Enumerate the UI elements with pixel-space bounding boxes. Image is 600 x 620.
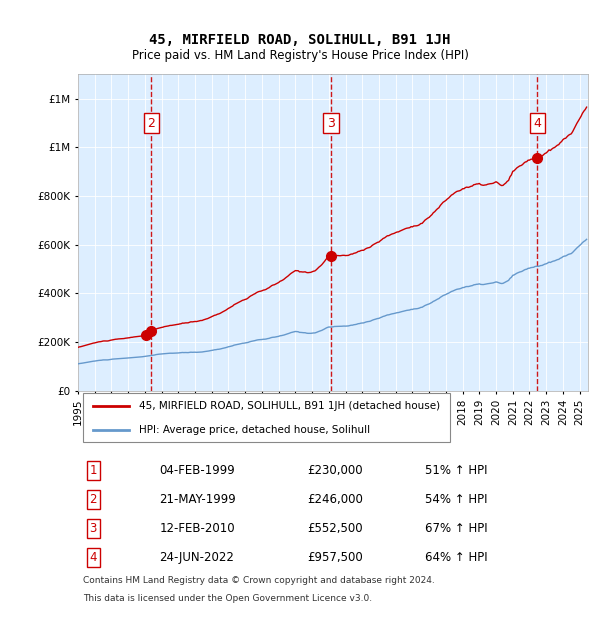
Text: This data is licensed under the Open Government Licence v3.0.: This data is licensed under the Open Gov… bbox=[83, 594, 372, 603]
Text: 3: 3 bbox=[327, 117, 335, 130]
Text: 3: 3 bbox=[89, 522, 97, 535]
Text: 64% ↑ HPI: 64% ↑ HPI bbox=[425, 551, 487, 564]
Text: Price paid vs. HM Land Registry's House Price Index (HPI): Price paid vs. HM Land Registry's House … bbox=[131, 50, 469, 62]
Text: 04-FEB-1999: 04-FEB-1999 bbox=[160, 464, 235, 477]
Text: HPI: Average price, detached house, Solihull: HPI: Average price, detached house, Soli… bbox=[139, 425, 370, 435]
Text: 1: 1 bbox=[89, 464, 97, 477]
Text: 2: 2 bbox=[89, 493, 97, 506]
Text: 4: 4 bbox=[533, 117, 541, 130]
FancyBboxPatch shape bbox=[83, 394, 450, 442]
Text: 45, MIRFIELD ROAD, SOLIHULL, B91 1JH: 45, MIRFIELD ROAD, SOLIHULL, B91 1JH bbox=[149, 33, 451, 47]
Text: 24-JUN-2022: 24-JUN-2022 bbox=[160, 551, 235, 564]
Text: 21-MAY-1999: 21-MAY-1999 bbox=[160, 493, 236, 506]
Text: £552,500: £552,500 bbox=[308, 522, 363, 535]
Text: 51% ↑ HPI: 51% ↑ HPI bbox=[425, 464, 487, 477]
Text: 45, MIRFIELD ROAD, SOLIHULL, B91 1JH (detached house): 45, MIRFIELD ROAD, SOLIHULL, B91 1JH (de… bbox=[139, 401, 440, 411]
Text: £230,000: £230,000 bbox=[308, 464, 363, 477]
Text: 4: 4 bbox=[89, 551, 97, 564]
Text: 12-FEB-2010: 12-FEB-2010 bbox=[160, 522, 235, 535]
Text: Contains HM Land Registry data © Crown copyright and database right 2024.: Contains HM Land Registry data © Crown c… bbox=[83, 576, 435, 585]
Text: 54% ↑ HPI: 54% ↑ HPI bbox=[425, 493, 487, 506]
Text: 2: 2 bbox=[148, 117, 155, 130]
Text: 67% ↑ HPI: 67% ↑ HPI bbox=[425, 522, 487, 535]
Text: £957,500: £957,500 bbox=[308, 551, 363, 564]
Text: £246,000: £246,000 bbox=[308, 493, 364, 506]
